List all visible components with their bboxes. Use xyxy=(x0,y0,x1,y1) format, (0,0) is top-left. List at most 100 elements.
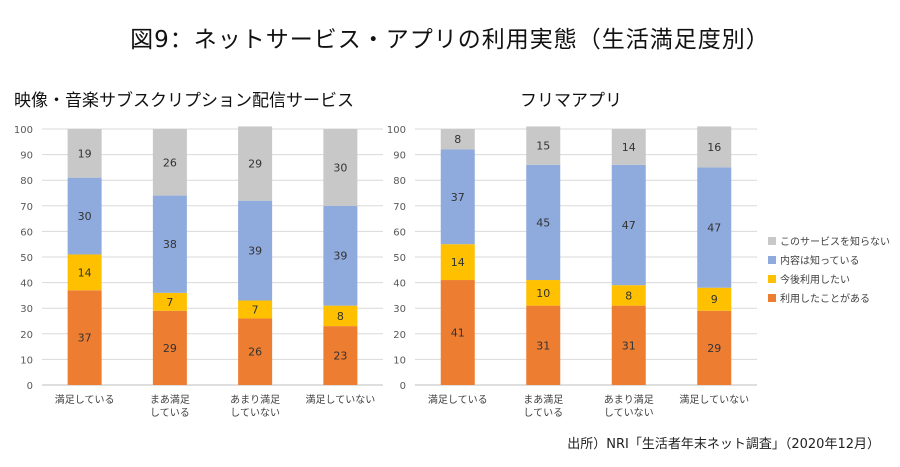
y-tick-label: 40 xyxy=(20,279,33,290)
bar-segment xyxy=(440,129,475,150)
data-label: 45 xyxy=(536,216,550,229)
data-label: 19 xyxy=(78,147,92,160)
bar-segment xyxy=(238,318,273,385)
x-tick-label: 満足している xyxy=(55,394,115,406)
bar-segment xyxy=(238,200,273,301)
data-label: 16 xyxy=(707,141,721,154)
legend-swatch xyxy=(768,256,776,264)
y-tick-label: 10 xyxy=(393,355,406,366)
y-tick-label: 80 xyxy=(20,176,33,187)
bar-segment xyxy=(152,195,187,293)
y-tick-label: 50 xyxy=(393,253,406,264)
bar-segment xyxy=(611,164,646,286)
bar-segment xyxy=(67,254,102,291)
y-tick-label: 40 xyxy=(393,279,406,290)
data-label: 41 xyxy=(451,327,465,340)
bar-segment xyxy=(152,129,187,196)
y-tick-label: 0 xyxy=(400,381,406,392)
data-label: 15 xyxy=(536,140,550,153)
y-tick-label: 50 xyxy=(20,253,33,264)
legend-swatch xyxy=(768,294,776,302)
bar-segment xyxy=(67,177,102,255)
bar-segment xyxy=(152,310,187,385)
bar-segment xyxy=(67,129,102,178)
data-label: 26 xyxy=(163,156,177,169)
y-tick-label: 30 xyxy=(20,304,33,315)
x-tick-label: あまり満足 xyxy=(230,394,280,406)
data-label: 29 xyxy=(248,158,262,171)
data-label: 37 xyxy=(78,332,92,345)
bar-segment xyxy=(323,305,358,327)
x-tick-label: している xyxy=(523,407,563,419)
y-tick-label: 0 xyxy=(27,381,33,392)
x-tick-label: あまり満足 xyxy=(604,394,654,406)
data-label: 14 xyxy=(451,256,465,269)
bar-segment xyxy=(697,310,732,385)
x-tick-label: 満足していない xyxy=(679,394,749,406)
bar-segment xyxy=(697,287,732,311)
data-label: 7 xyxy=(166,296,173,309)
y-tick-label: 60 xyxy=(393,227,406,238)
bar-segment xyxy=(611,305,646,385)
y-tick-label: 70 xyxy=(20,202,33,213)
y-tick-label: 90 xyxy=(393,151,406,162)
x-tick-label: していない xyxy=(230,407,280,419)
legend-label: 利用したことがある xyxy=(780,292,870,305)
y-tick-label: 20 xyxy=(20,330,33,341)
data-label: 47 xyxy=(707,222,721,235)
bar-segment xyxy=(697,167,732,288)
y-tick-label: 10 xyxy=(20,355,33,366)
x-tick-label: していない xyxy=(604,407,654,419)
data-label: 8 xyxy=(625,289,632,302)
bar-segment xyxy=(697,126,732,168)
data-label: 14 xyxy=(78,266,92,279)
legend-swatch xyxy=(768,275,776,283)
x-tick-label: している xyxy=(150,407,190,419)
data-label: 14 xyxy=(622,141,636,154)
panel-title-subscription: 映像・音楽サブスクリプション配信サービス xyxy=(14,91,354,111)
bar-segment xyxy=(238,126,273,201)
y-tick-label: 70 xyxy=(393,202,406,213)
legend-label: 内容は知っている xyxy=(780,254,860,267)
data-label: 31 xyxy=(622,339,636,352)
legend-label: このサービスを知らない xyxy=(780,235,890,248)
y-tick-label: 20 xyxy=(393,330,406,341)
data-label: 26 xyxy=(248,346,262,359)
source-note: 出所）NRI「生活者年末ネット調査」（2020年12月） xyxy=(567,437,880,452)
legend-label: 今後利用したい xyxy=(780,273,850,286)
bar-segment xyxy=(440,149,475,245)
y-tick-label: 80 xyxy=(393,176,406,187)
bar-segment xyxy=(440,280,475,385)
data-label: 47 xyxy=(622,219,636,232)
data-label: 30 xyxy=(78,210,92,223)
x-tick-label: 満足していない xyxy=(306,394,376,406)
y-tick-label: 30 xyxy=(393,304,406,315)
x-tick-label: まあ満足 xyxy=(150,394,190,406)
data-label: 37 xyxy=(451,191,465,204)
data-label: 9 xyxy=(711,293,718,306)
data-label: 39 xyxy=(248,245,262,258)
data-label: 31 xyxy=(536,339,550,352)
data-label: 8 xyxy=(337,310,344,323)
bar-segment xyxy=(526,164,561,281)
legend-swatch xyxy=(768,237,776,245)
data-label: 38 xyxy=(163,238,177,251)
bar-segment xyxy=(238,300,273,319)
bar-segment xyxy=(323,129,358,206)
panel-title-flea-market: フリマアプリ xyxy=(520,91,622,111)
data-label: 8 xyxy=(454,133,461,146)
bar-segment xyxy=(323,326,358,385)
bar-segment xyxy=(440,244,475,281)
chart-title: 図9：ネットサービス・アプリの利用実態（生活満足度別） xyxy=(130,27,770,53)
bar-segment xyxy=(526,280,561,306)
x-tick-label: 満足している xyxy=(428,394,488,406)
data-label: 30 xyxy=(333,161,347,174)
y-tick-label: 90 xyxy=(20,151,33,162)
bar-segment xyxy=(67,290,102,385)
y-tick-label: 100 xyxy=(14,125,33,136)
y-tick-label: 100 xyxy=(387,125,406,136)
data-label: 10 xyxy=(536,287,550,300)
y-tick-label: 60 xyxy=(20,227,33,238)
bar-segment xyxy=(323,205,358,306)
